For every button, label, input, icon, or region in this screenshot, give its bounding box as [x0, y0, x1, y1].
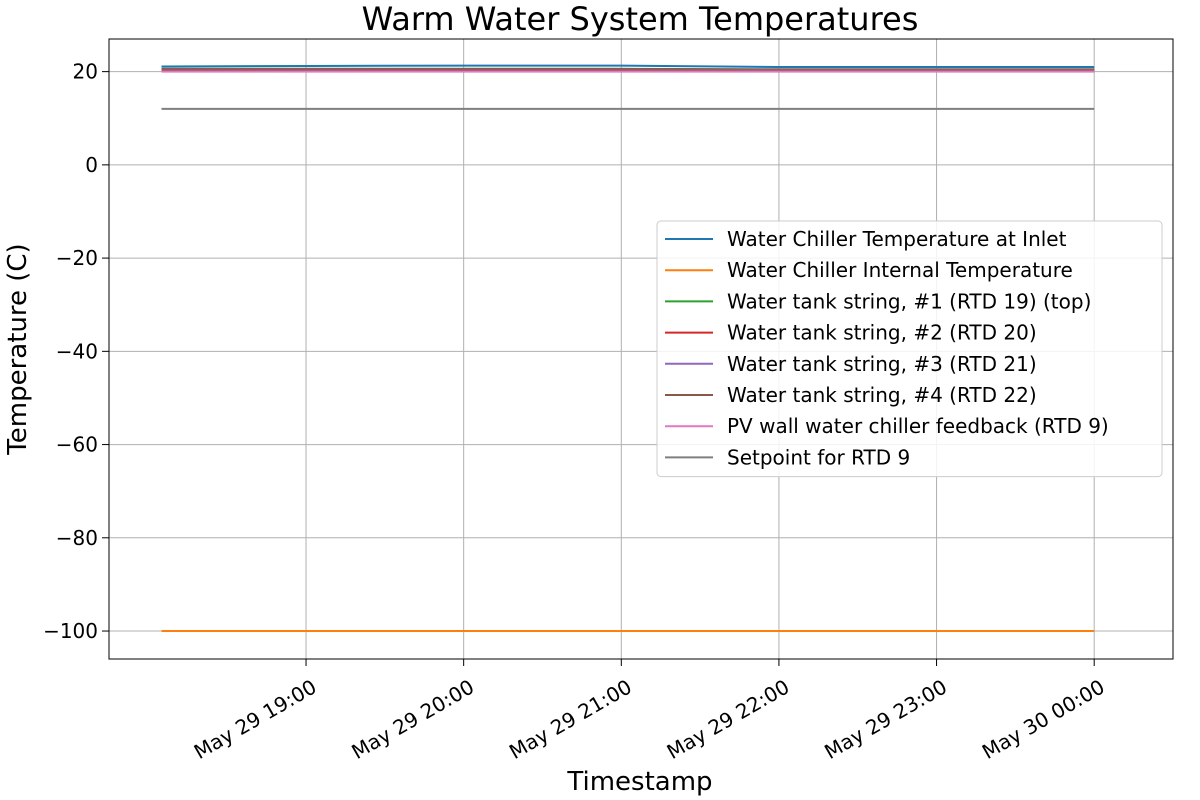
legend-item: Water Chiller Internal Temperature: [665, 258, 1073, 282]
series-line-1: [161, 64, 1095, 68]
legend-item: Setpoint for RTD 9: [665, 445, 910, 469]
x-tick-label: May 29 20:00: [347, 675, 478, 764]
legend-item: Water tank string, #4 (RTD 22): [665, 383, 1037, 407]
y-tick-label: −20: [56, 246, 98, 270]
y-tick-label: 0: [85, 153, 98, 177]
x-tick-label: May 29 22:00: [663, 675, 794, 764]
legend-label: Water tank string, #2 (RTD 20): [727, 321, 1037, 345]
legend-label: Setpoint for RTD 9: [727, 445, 910, 469]
x-tick-label: May 29 21:00: [505, 675, 636, 764]
legend-label: Water Chiller Temperature at Inlet: [727, 227, 1067, 251]
legend: Water Chiller Temperature at Inlet Water …: [656, 220, 1163, 478]
y-tick-label: 20: [73, 60, 98, 84]
y-tick-label: −100: [43, 619, 98, 643]
y-tick-label: −60: [56, 433, 98, 457]
legend-item: Water tank string, #1 (RTD 19) (top): [665, 289, 1091, 313]
y-tick-label: −40: [56, 339, 98, 363]
x-axis-label: Timestamp: [566, 767, 712, 797]
x-tick-label: May 30 00:00: [978, 675, 1109, 764]
legend-label: Water tank string, #4 (RTD 22): [727, 383, 1037, 407]
x-axis-ticks: May 29 19:00 May 29 20:00 May 29 21:00 May …: [190, 659, 1109, 764]
x-tick-label: May 29 19:00: [190, 675, 321, 764]
legend-label: Water tank string, #1 (RTD 19) (top): [727, 289, 1091, 313]
y-axis-ticks: 20 0 −20 −40 −60 −80 −100: [43, 60, 109, 643]
series-lines: [161, 64, 1095, 632]
legend-label: Water tank string, #3 (RTD 21): [727, 352, 1037, 376]
y-axis-label: Temperature (C): [3, 243, 33, 455]
chart-title: Warm Water System Temperatures: [362, 0, 919, 38]
legend-item: PV wall water chiller feedback (RTD 9): [665, 414, 1109, 438]
legend-label: Water Chiller Internal Temperature: [727, 258, 1073, 282]
x-tick-label: May 29 23:00: [820, 675, 951, 764]
legend-item: Water tank string, #3 (RTD 21): [665, 352, 1037, 376]
legend-box: [656, 220, 1163, 478]
y-tick-label: −80: [56, 526, 98, 550]
legend-item: Water tank string, #2 (RTD 20): [665, 321, 1037, 345]
legend-label: PV wall water chiller feedback (RTD 9): [727, 414, 1109, 438]
plot-frame: [108, 38, 1174, 660]
legend-item: Water Chiller Temperature at Inlet: [665, 227, 1067, 251]
